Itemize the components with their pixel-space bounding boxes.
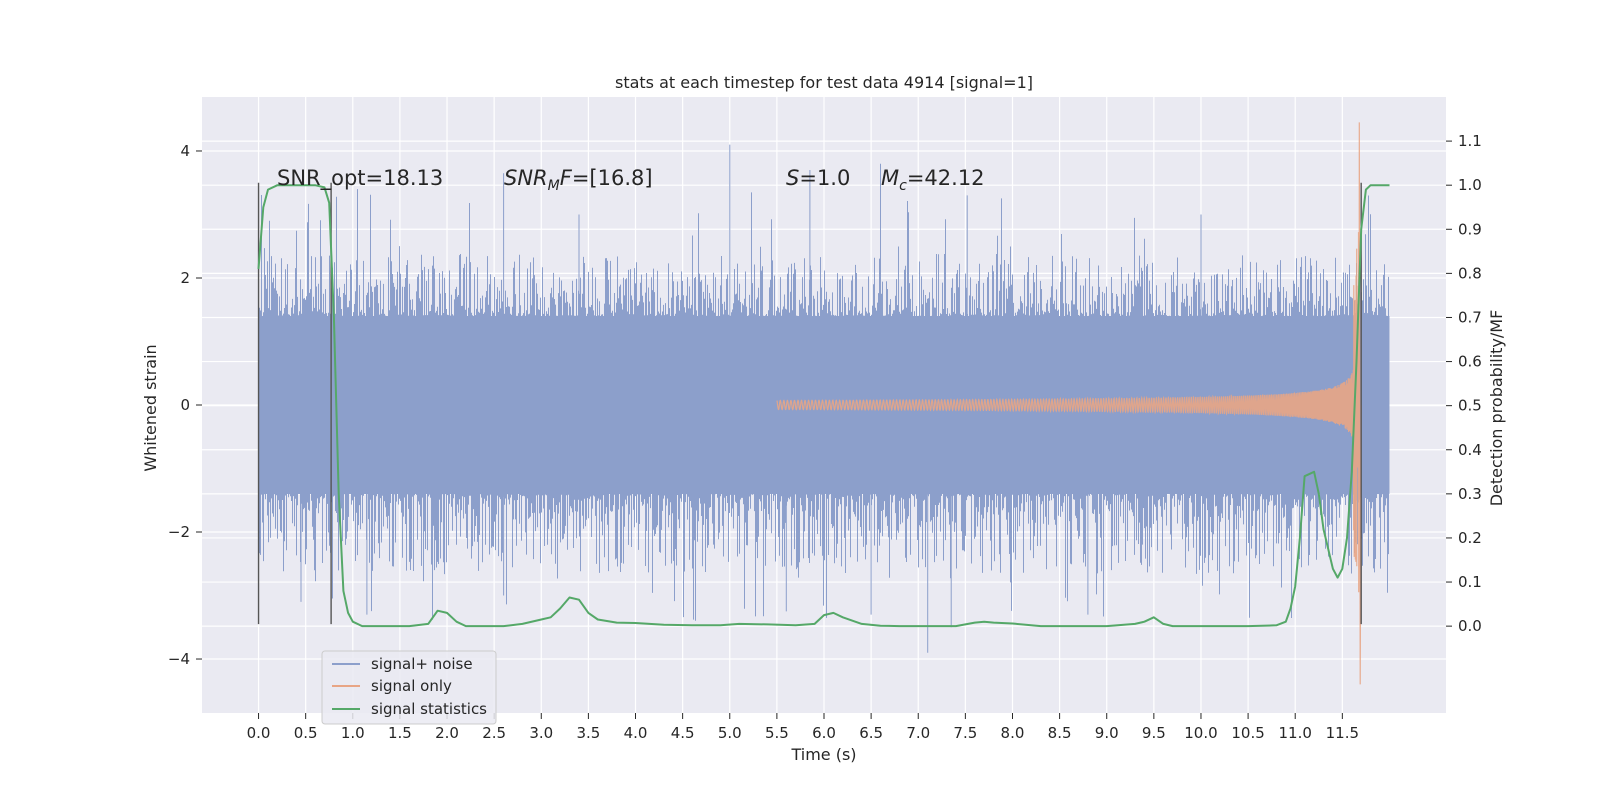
- x-tick-label: 4.5: [671, 724, 695, 742]
- signal-trace: [776, 122, 1362, 685]
- y-tick-label: 2: [180, 269, 190, 287]
- y2-tick-label: 0.1: [1458, 573, 1482, 591]
- signal-series: [776, 122, 1362, 685]
- legend-box: [321, 650, 497, 725]
- y-tick-label: 0: [180, 396, 190, 414]
- x-tick-label: 7.0: [906, 724, 930, 742]
- legend-label-signal: signal only: [371, 677, 452, 695]
- x-tick-label: 6.5: [859, 724, 883, 742]
- annotation-mc-sub: c: [899, 178, 907, 194]
- annotation-mc: Mc=42.12: [881, 166, 985, 194]
- y2-tick-label: 0.3: [1458, 485, 1482, 503]
- annotation-s-value: =1.0: [799, 166, 850, 190]
- x-axis-label: Time (s): [790, 745, 856, 764]
- x-tick-label: 3.5: [576, 724, 600, 742]
- chart-title: stats at each timestep for test data 491…: [615, 73, 1033, 92]
- x-tick-label: 1.5: [388, 724, 412, 742]
- annotation-mc-symbol: M: [881, 166, 899, 190]
- y-axis-label: Whitened strain: [141, 344, 160, 471]
- x-tick-label: 3.0: [529, 724, 553, 742]
- y2-tick-label: 1.1: [1458, 132, 1482, 150]
- x-tick-label: 1.0: [341, 724, 365, 742]
- legend-label-stats: signal statistics: [371, 700, 487, 718]
- y2-tick-label: 0.6: [1458, 353, 1482, 371]
- x-tick-label: 8.5: [1048, 724, 1072, 742]
- x-tick-label: 9.0: [1095, 724, 1119, 742]
- ticks: 0.0 0.5 1.0 1.5 2.0 2.5 3.0 3.5 4.0 4.5 5.0 5.5 6.0 6…: [168, 132, 1482, 742]
- annotation-snr-mf-value: [16.8]: [589, 166, 652, 190]
- y2-tick-label: 0.4: [1458, 441, 1482, 459]
- annotation-s: S=1.0: [786, 166, 850, 190]
- stats-series: [257, 184, 1390, 628]
- annotation-snr-mf-tail: F=: [560, 166, 590, 190]
- legend: signal+ noise signal only signal statist…: [321, 650, 497, 725]
- y2-tick-label: 1.0: [1458, 176, 1482, 194]
- x-tick-label: 2.5: [482, 724, 506, 742]
- y2-tick-label: 0.7: [1458, 308, 1482, 326]
- x-tick-label: 5.5: [765, 724, 789, 742]
- x-tick-label: 10.0: [1184, 724, 1217, 742]
- x-tick-label: 7.5: [953, 724, 977, 742]
- x-tick-label: 9.5: [1142, 724, 1166, 742]
- x-tick-label: 10.5: [1231, 724, 1264, 742]
- annotation-snr-mf-symbol: SNR: [504, 166, 548, 190]
- annotation-snr-mf-sub: M: [548, 178, 560, 194]
- y2-tick-label: 0.8: [1458, 264, 1482, 282]
- x-tick-label: 5.0: [718, 724, 742, 742]
- y-tick-label: −4: [168, 650, 190, 668]
- annotation-s-symbol: S: [786, 166, 799, 190]
- y2-tick-label: 0.0: [1458, 617, 1482, 635]
- annotation-mc-value: =42.12: [907, 166, 985, 190]
- x-tick-label: 6.0: [812, 724, 836, 742]
- x-tick-label: 11.0: [1279, 724, 1312, 742]
- y-tick-label: 4: [180, 142, 190, 160]
- x-tick-label: 0.0: [247, 724, 271, 742]
- y2-tick-label: 0.2: [1458, 529, 1482, 547]
- y-tick-label: −2: [168, 523, 190, 541]
- legend-label-noise: signal+ noise: [371, 655, 473, 673]
- y2-tick-label: 0.5: [1458, 397, 1482, 415]
- x-tick-label: 11.5: [1326, 724, 1359, 742]
- stats-line: [257, 184, 1390, 628]
- y2-axis-label: Detection probability/MF: [1487, 310, 1506, 507]
- annotation-snr-opt: SNR_opt=18.13: [277, 166, 443, 191]
- x-tick-label: 0.5: [294, 724, 318, 742]
- annotation-snr-mf: SNRMF=[16.8]: [504, 166, 653, 194]
- x-tick-label: 4.0: [624, 724, 648, 742]
- y2-tick-label: 0.9: [1458, 220, 1482, 238]
- x-tick-label: 2.0: [435, 724, 459, 742]
- x-tick-label: 8.0: [1001, 724, 1025, 742]
